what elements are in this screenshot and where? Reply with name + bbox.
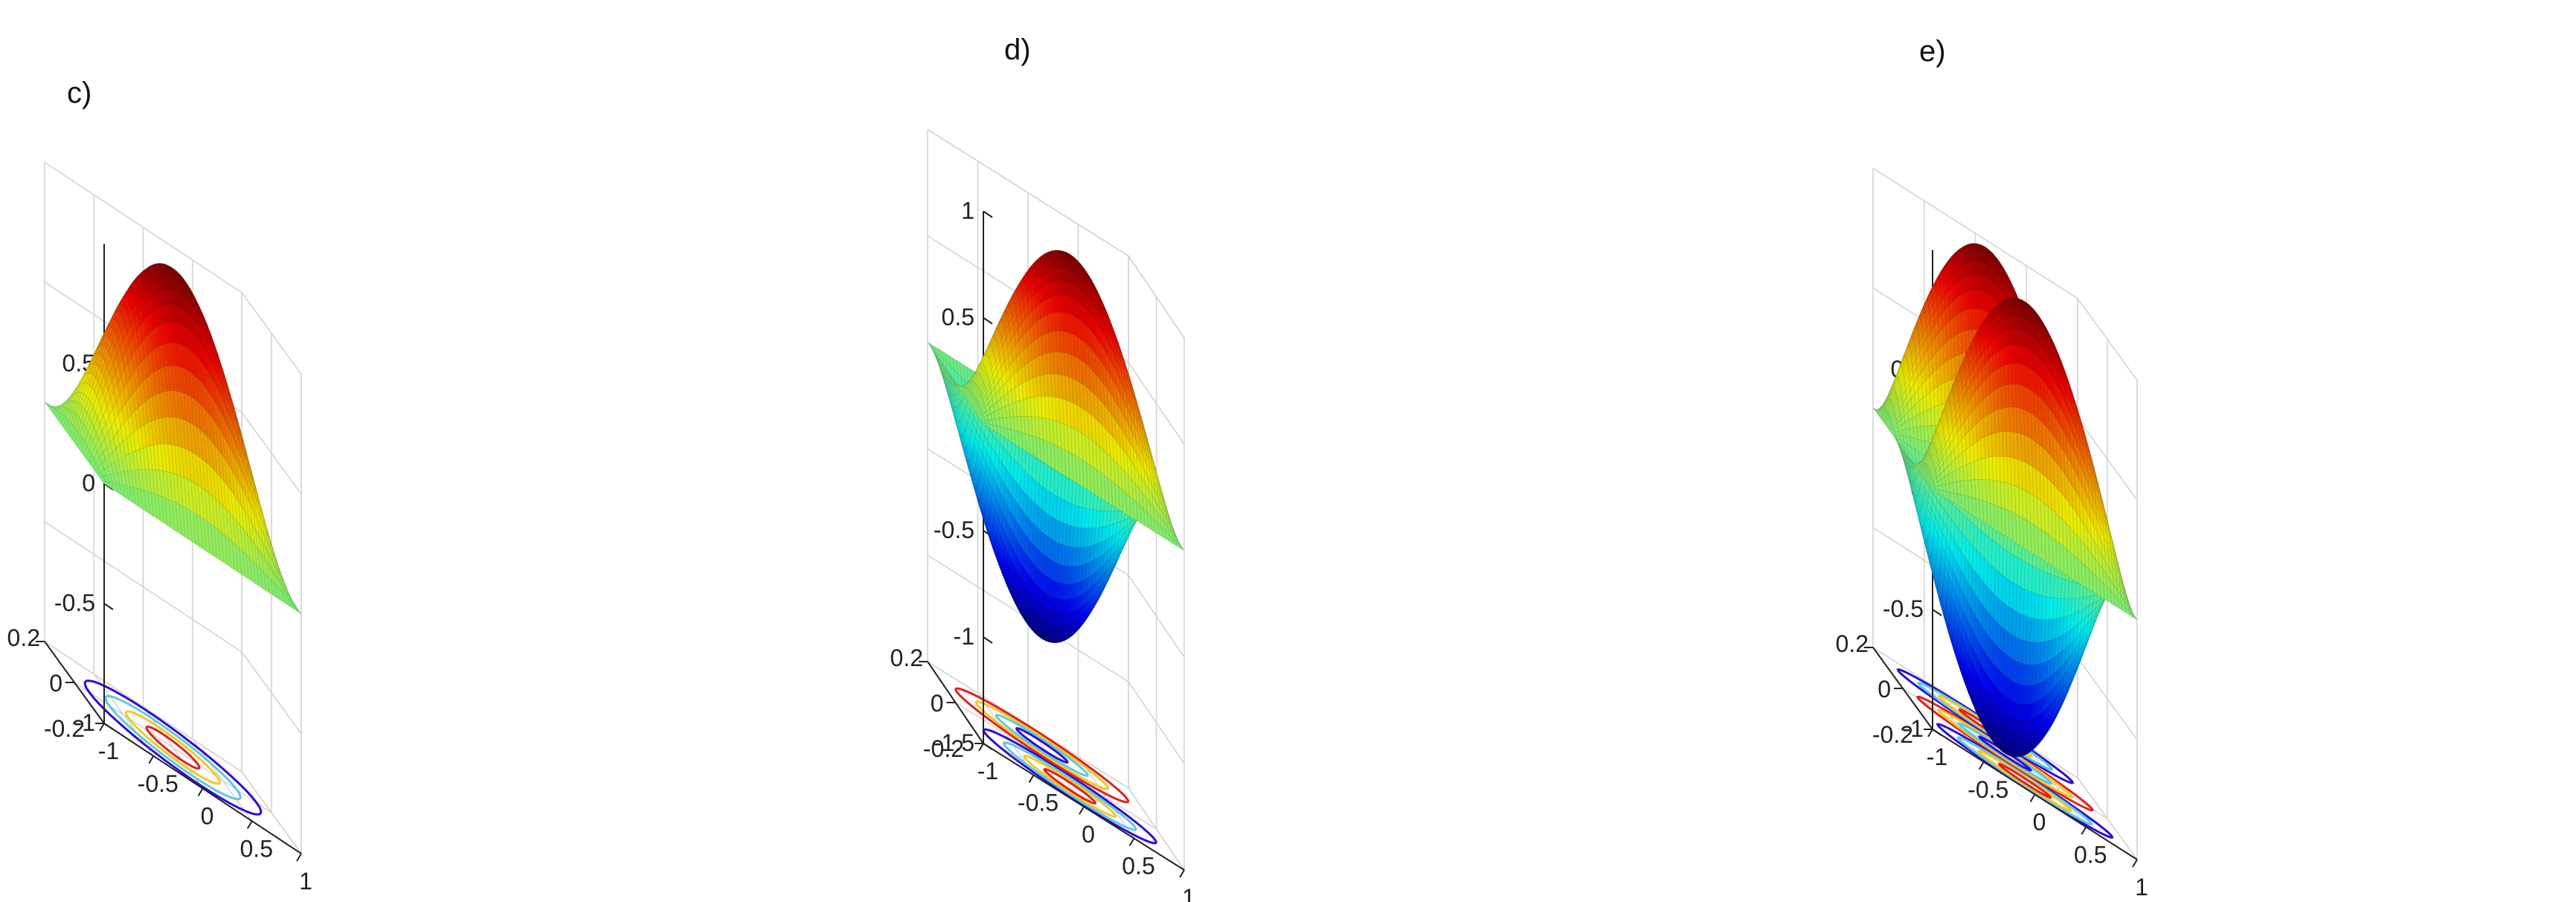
x-tick (1927, 729, 1933, 738)
floor-grid-line (44, 641, 242, 773)
contour-projection (83, 679, 263, 816)
x-tick-label: -0.5 (1968, 776, 2008, 803)
x-tick (246, 820, 253, 829)
z-tick (103, 723, 114, 730)
y-tick-label: 0 (49, 670, 62, 697)
panel-c: c) -1-0.500.5-1-0.500.51-0.200.2 (7, 77, 312, 895)
x-tick-label: 0 (201, 803, 214, 830)
x-tick (2029, 793, 2036, 803)
x-tick-label: -1 (98, 738, 119, 764)
panel-e-label: e) (1919, 35, 1946, 68)
x-tick-label: -0.5 (1018, 790, 1059, 816)
x-tick (148, 755, 155, 764)
y-tick-label: 0.2 (890, 644, 923, 671)
contour-ring (83, 679, 263, 816)
y-tick-label: 0 (931, 690, 944, 717)
z-tick-label: -1 (954, 623, 974, 650)
y-tick-label: -0.2 (923, 735, 964, 762)
y-tick-label: -0.2 (1872, 721, 1913, 748)
x-tick-label: 1 (1182, 884, 1195, 902)
y-tick-label: -0.2 (44, 715, 85, 742)
z-tick-label: 1 (961, 197, 974, 224)
x-tick (1179, 869, 1185, 878)
surface-mesh (44, 263, 302, 615)
x-tick (99, 723, 105, 732)
x-tick (1028, 774, 1035, 784)
x-tick (197, 787, 204, 797)
panel-d: d) -1.5-1-0.500.51-1-0.500.51-0.200.2 (890, 33, 1195, 902)
x-tick (2081, 826, 2087, 835)
z-tick-label: 0 (82, 470, 95, 496)
contour-ring (145, 725, 201, 770)
x-tick-label: 0.5 (240, 835, 273, 862)
z-tick (103, 603, 114, 610)
y-tick-label: 0 (1878, 676, 1891, 703)
panel-c-plot: -1-0.500.5-1-0.500.51-0.200.2 (7, 161, 312, 895)
z-tick-label: 0.5 (942, 304, 974, 330)
x-tick-label: -1 (977, 758, 998, 784)
panel-e-plot: -1-0.500.5-1-0.500.51-0.200.2 (1836, 167, 2148, 901)
x-tick (296, 853, 302, 862)
x-tick (1128, 837, 1135, 847)
panel-d-label: d) (1004, 33, 1031, 66)
x-tick-label: 0 (2033, 809, 2046, 836)
z-tick (983, 211, 993, 218)
z-tick (1932, 609, 1942, 616)
z-tick (983, 636, 993, 644)
x-tick (1079, 806, 1085, 815)
z-tick (1932, 729, 1942, 736)
x-tick (2132, 859, 2138, 868)
x-tick-label: 0 (1082, 821, 1095, 848)
x-tick-label: 1 (299, 868, 312, 895)
x-tick-label: -0.5 (138, 770, 179, 797)
x-tick (1978, 761, 1985, 770)
panel-c-label: c) (67, 77, 91, 109)
x-tick-label: 0.5 (2074, 841, 2107, 868)
z-tick-label: -1 (74, 709, 95, 736)
axes: -1-0.500.5-1-0.500.51-0.200.2 (7, 244, 312, 895)
x-tick (978, 743, 984, 752)
z-tick (983, 743, 993, 750)
contour-ring (125, 710, 221, 785)
x-tick-label: -1 (1927, 743, 1947, 770)
y-tick-label: 0.2 (7, 624, 40, 651)
z-tick-label: -0.5 (1883, 595, 1924, 622)
panel-e: e) -1-0.500.5-1-0.500.51-0.200.2 (1836, 35, 2148, 901)
contour-ring (104, 694, 242, 801)
z-tick (103, 483, 114, 490)
z-tick-label: -0.5 (54, 589, 95, 616)
x-tick-label: 0.5 (1122, 853, 1154, 880)
panel-d-plot: -1.5-1-0.500.51-1-0.500.51-0.200.2 (890, 129, 1195, 902)
x-tick-label: 1 (2135, 874, 2148, 901)
y-tick-label: 0.2 (1836, 630, 1869, 657)
z-tick (983, 317, 993, 324)
z-tick-label: -0.5 (934, 516, 974, 543)
